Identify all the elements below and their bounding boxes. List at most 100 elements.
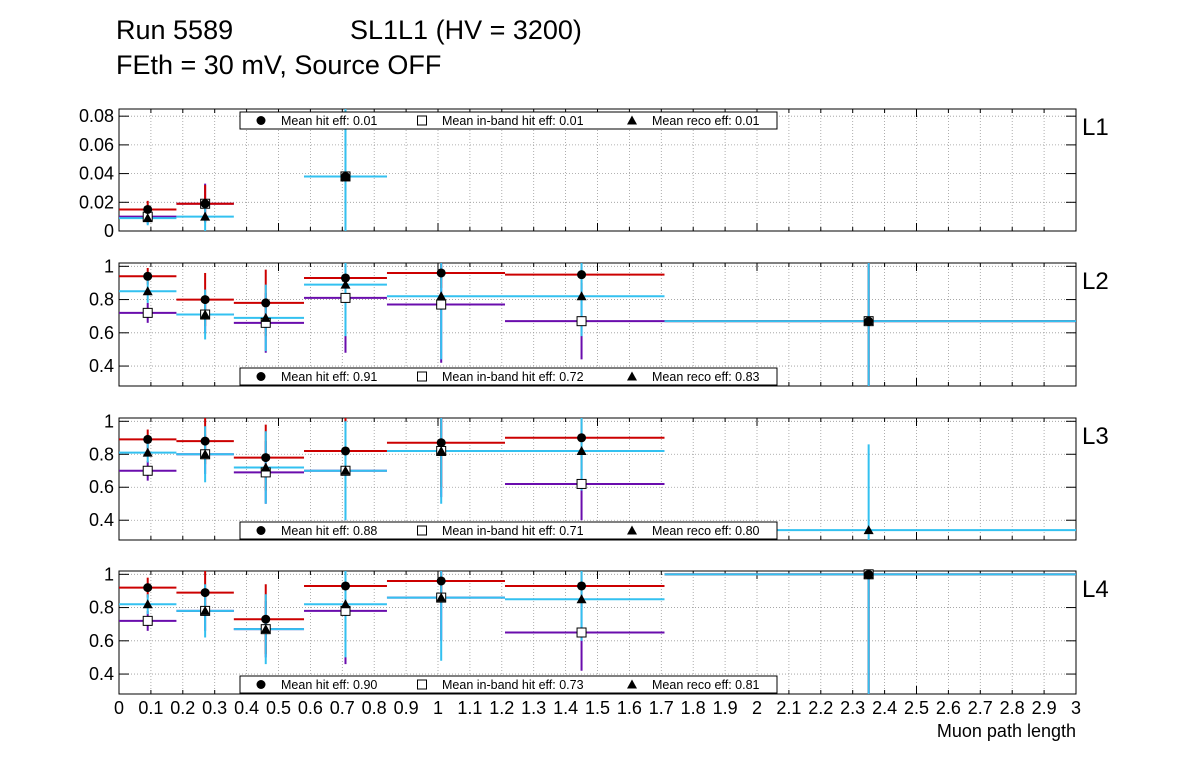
hit-marker — [436, 268, 446, 278]
x-tick-label: 1 — [433, 698, 443, 718]
reco-marker — [142, 286, 153, 296]
x-tick-label: 1.4 — [553, 698, 578, 718]
x-tick-label: 0 — [114, 698, 124, 718]
x-tick-label: 2.2 — [808, 698, 833, 718]
y-tick-label: 0.4 — [89, 356, 114, 376]
x-tick-label: 1.3 — [521, 698, 546, 718]
reco-marker — [142, 213, 153, 223]
panel-l3: 0.4 0.6 0.8 1 L3 Mean hit eff: 0.88 Mean in-ba… — [89, 411, 1109, 541]
hit-marker — [200, 295, 210, 305]
legend-box — [239, 675, 778, 694]
inband-marker — [142, 615, 153, 626]
reco-marker — [340, 599, 351, 609]
hit-marker — [143, 204, 153, 214]
reco-marker — [200, 449, 211, 459]
hit-marker — [577, 433, 587, 443]
inband-marker — [142, 307, 153, 318]
y-tick-label: 0.08 — [79, 106, 114, 126]
y-tick-label: 0.4 — [89, 510, 114, 530]
inband-marker — [436, 299, 447, 310]
inband-marker — [142, 465, 153, 476]
x-tick-label: 0.5 — [266, 698, 291, 718]
hit-legend-label: Mean hit eff: 0.91 — [281, 370, 377, 384]
reco-marker — [436, 291, 447, 301]
x-tick-label: 0.7 — [330, 698, 355, 718]
reco-marker — [200, 211, 211, 221]
inband-marker — [576, 627, 587, 638]
x-tick-label: 2.6 — [936, 698, 961, 718]
hit-marker — [143, 434, 153, 444]
x-tick-label: 1.8 — [681, 698, 706, 718]
reco-marker — [142, 599, 153, 609]
hit-marker — [200, 436, 210, 446]
y-tick-label: 0.02 — [79, 192, 114, 212]
reco-marker — [200, 309, 211, 319]
reco-marker — [576, 594, 587, 604]
panel-label: L1 — [1082, 114, 1109, 141]
x-axis-labels: 0 0.1 0.2 0.3 0.4 0.5 0.6 0.7 0.8 0.9 1 1.1 1.2 1.3 1.… — [114, 698, 1081, 741]
reco-point — [386, 571, 505, 661]
inband-legend-label: Mean in-band hit eff: 0.01 — [442, 114, 584, 128]
x-tick-label: 2.8 — [1000, 698, 1025, 718]
x-tick-label: 2.4 — [872, 698, 897, 718]
hit-marker — [261, 614, 271, 624]
x-tick-label: 2.3 — [840, 698, 865, 718]
panel-label: L2 — [1082, 268, 1109, 295]
hit-legend-label: Mean hit eff: 0.01 — [281, 114, 377, 128]
hit-marker — [340, 273, 350, 283]
reco-legend-label: Mean reco eff: 0.80 — [652, 524, 760, 538]
legend: Mean hit eff: 0.91 Mean in-band hit eff: … — [239, 367, 778, 386]
y-tick-label: 0 — [104, 221, 114, 241]
reco-marker — [576, 291, 587, 301]
inband-legend-label: Mean in-band hit eff: 0.71 — [442, 524, 584, 538]
hit-marker — [143, 583, 153, 593]
legend: Mean hit eff: 0.88 Mean in-band hit eff: … — [239, 521, 778, 540]
x-tick-label: 0.3 — [202, 698, 227, 718]
y-tick-label: 0.8 — [89, 290, 114, 310]
hit-marker — [200, 588, 210, 598]
y-tick-label: 0.06 — [79, 135, 114, 155]
reco-marker — [260, 312, 271, 322]
y-tick-label: 0.6 — [89, 323, 114, 343]
x-tick-label: 1.5 — [585, 698, 610, 718]
hit-point — [386, 263, 505, 288]
reco-legend-label: Mean reco eff: 0.81 — [652, 678, 760, 692]
y-tick-label: 0.8 — [89, 598, 114, 618]
x-tick-label: 1.2 — [489, 698, 514, 718]
x-tick-label: 2.1 — [776, 698, 801, 718]
reco-point — [386, 418, 505, 504]
reco-marker — [436, 445, 447, 455]
legend-box — [239, 111, 778, 130]
y-tick-label: 0.6 — [89, 477, 114, 497]
hit-legend-marker — [256, 372, 266, 381]
reco-point — [386, 263, 505, 360]
reco-marker — [260, 624, 271, 634]
inband-legend-label: Mean in-band hit eff: 0.72 — [442, 370, 584, 384]
inband-legend-marker — [417, 679, 427, 690]
x-tick-label: 1.6 — [617, 698, 642, 718]
reco-marker — [576, 445, 587, 455]
y-tick-label: 0.4 — [89, 664, 114, 684]
inband-marker — [576, 478, 587, 489]
y-tick-label: 0.8 — [89, 444, 114, 464]
hit-marker — [261, 298, 271, 308]
y-tick-label: 1 — [104, 564, 114, 584]
x-tick-label: 1.7 — [649, 698, 674, 718]
panel-l2: 0.4 0.6 0.8 1 L2 Mean hit eff: 0.91 Mean in-ba… — [89, 256, 1109, 387]
x-tick-label: 3 — [1071, 698, 1081, 718]
x-tick-label: 0.6 — [298, 698, 323, 718]
reco-legend-label: Mean reco eff: 0.01 — [652, 114, 760, 128]
y-tick-label: 0.04 — [79, 164, 114, 184]
hit-marker — [340, 581, 350, 591]
inband-legend-marker — [417, 371, 427, 382]
reco-marker — [863, 316, 874, 326]
legend: Mean hit eff: 0.90 Mean in-band hit eff: … — [239, 675, 778, 694]
x-tick-label: 0.8 — [362, 698, 387, 718]
reco-marker — [340, 279, 351, 289]
reco-marker — [436, 592, 447, 602]
x-tick-label: 0.9 — [394, 698, 419, 718]
legend: Mean hit eff: 0.01 Mean in-band hit eff: … — [239, 111, 778, 130]
x-tick-label: 2 — [752, 698, 762, 718]
